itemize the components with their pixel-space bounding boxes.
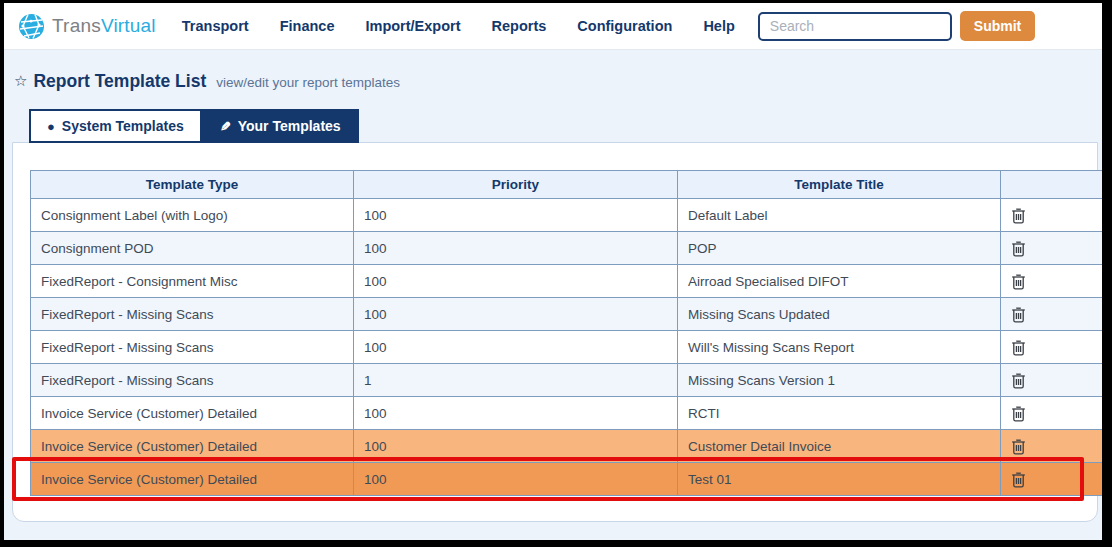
- table-row[interactable]: FixedReport - Missing Scans100Will's Mis…: [31, 331, 1103, 364]
- page-title: Report Template List: [33, 71, 206, 92]
- delete-template-button[interactable]: [1011, 273, 1026, 290]
- brand-logo[interactable]: TransVirtual: [18, 13, 156, 40]
- nav-item-reports[interactable]: Reports: [492, 18, 547, 34]
- top-navbar: TransVirtual Transport Finance Import/Ex…: [4, 3, 1102, 50]
- trash-icon: [1011, 306, 1026, 323]
- column-header-template-title: Template Title: [678, 171, 1001, 199]
- app-window: TransVirtual Transport Finance Import/Ex…: [0, 0, 1112, 547]
- search-input[interactable]: [758, 12, 952, 41]
- cell-delete: [1001, 397, 1103, 430]
- cell-template-title: POP: [678, 232, 1001, 265]
- table-body: Consignment Label (with Logo)100Default …: [31, 199, 1103, 496]
- table-row[interactable]: Consignment POD100POP: [31, 232, 1103, 265]
- table-row[interactable]: Consignment Label (with Logo)100Default …: [31, 199, 1103, 232]
- cell-template-type: Invoice Service (Customer) Detailed: [31, 430, 354, 463]
- delete-template-button[interactable]: [1011, 405, 1026, 422]
- cell-priority: 100: [354, 199, 678, 232]
- column-header-actions: [1001, 171, 1103, 199]
- cell-template-title: RCTI: [678, 397, 1001, 430]
- delete-template-button[interactable]: [1011, 438, 1026, 455]
- brand-name: TransVirtual: [52, 15, 156, 37]
- trash-icon: [1011, 471, 1026, 488]
- cell-template-type: Invoice Service (Customer) Detailed: [31, 463, 354, 496]
- templates-table: Template Type Priority Template Title Co…: [30, 170, 1103, 496]
- cell-template-title: Customer Detail Invoice: [678, 430, 1001, 463]
- cell-template-title: Airroad Specialised DIFOT: [678, 265, 1001, 298]
- cell-template-type: Consignment Label (with Logo): [31, 199, 354, 232]
- cell-template-type: Consignment POD: [31, 232, 354, 265]
- cell-template-title: Missing Scans Updated: [678, 298, 1001, 331]
- table-row[interactable]: Invoice Service (Customer) Detailed100RC…: [31, 397, 1103, 430]
- cell-priority: 1: [354, 364, 678, 397]
- cell-delete: [1001, 232, 1103, 265]
- tab-your-templates[interactable]: ✎ Your Templates: [202, 109, 359, 143]
- table-row[interactable]: FixedReport - Missing Scans1Missing Scan…: [31, 364, 1103, 397]
- cell-priority: 100: [354, 331, 678, 364]
- column-header-priority: Priority: [354, 171, 678, 199]
- cell-delete: [1001, 265, 1103, 298]
- cell-priority: 100: [354, 265, 678, 298]
- cell-template-type: FixedReport - Consignment Misc: [31, 265, 354, 298]
- trash-icon: [1011, 405, 1026, 422]
- cell-template-title: Test 01: [678, 463, 1001, 496]
- template-tabs: ● System Templates ✎ Your Templates: [29, 109, 1102, 143]
- cell-priority: 100: [354, 232, 678, 265]
- cell-delete: [1001, 199, 1103, 232]
- table-row[interactable]: Invoice Service (Customer) Detailed100Te…: [31, 463, 1103, 496]
- delete-template-button[interactable]: [1011, 207, 1026, 224]
- cell-template-title: Missing Scans Version 1: [678, 364, 1001, 397]
- trash-icon: [1011, 372, 1026, 389]
- delete-template-button[interactable]: [1011, 339, 1026, 356]
- templates-table-wrap: Template Type Priority Template Title Co…: [30, 170, 1080, 496]
- cell-delete: [1001, 430, 1103, 463]
- nav-item-configuration[interactable]: Configuration: [577, 18, 672, 34]
- cell-delete: [1001, 364, 1103, 397]
- cell-priority: 100: [354, 397, 678, 430]
- cell-template-type: FixedReport - Missing Scans: [31, 364, 354, 397]
- cell-priority: 100: [354, 298, 678, 331]
- cell-template-type: FixedReport - Missing Scans: [31, 331, 354, 364]
- nav-item-help[interactable]: Help: [703, 18, 734, 34]
- templates-card: Template Type Priority Template Title Co…: [12, 142, 1098, 522]
- delete-template-button[interactable]: [1011, 240, 1026, 257]
- table-row[interactable]: FixedReport - Missing Scans100Missing Sc…: [31, 298, 1103, 331]
- cell-template-title: Default Label: [678, 199, 1001, 232]
- tab-label: Your Templates: [238, 118, 341, 134]
- delete-template-button[interactable]: [1011, 471, 1026, 488]
- tab-label: System Templates: [62, 118, 184, 134]
- cell-template-title: Will's Missing Scans Report: [678, 331, 1001, 364]
- table-header-row: Template Type Priority Template Title: [31, 171, 1103, 199]
- cell-delete: [1001, 298, 1103, 331]
- cell-priority: 100: [354, 430, 678, 463]
- globe-icon: [18, 13, 45, 40]
- circle-icon: ●: [47, 120, 55, 133]
- main-nav: Transport Finance Import/Export Reports …: [182, 18, 735, 34]
- page-heading: ☆ Report Template List view/edit your re…: [4, 50, 1102, 92]
- tab-system-templates[interactable]: ● System Templates: [29, 109, 202, 143]
- page-subtitle: view/edit your report templates: [216, 75, 400, 90]
- pencil-icon: ✎: [220, 120, 231, 133]
- search-area: Submit: [758, 11, 1035, 41]
- trash-icon: [1011, 438, 1026, 455]
- cell-template-type: FixedReport - Missing Scans: [31, 298, 354, 331]
- trash-icon: [1011, 240, 1026, 257]
- nav-item-import-export[interactable]: Import/Export: [365, 18, 460, 34]
- trash-icon: [1011, 339, 1026, 356]
- submit-button[interactable]: Submit: [960, 11, 1035, 41]
- table-row[interactable]: Invoice Service (Customer) Detailed100Cu…: [31, 430, 1103, 463]
- delete-template-button[interactable]: [1011, 372, 1026, 389]
- cell-delete: [1001, 331, 1103, 364]
- cell-priority: 100: [354, 463, 678, 496]
- nav-item-transport[interactable]: Transport: [182, 18, 249, 34]
- cell-delete: [1001, 463, 1103, 496]
- delete-template-button[interactable]: [1011, 306, 1026, 323]
- column-header-template-type: Template Type: [31, 171, 354, 199]
- table-row[interactable]: FixedReport - Consignment Misc100Airroad…: [31, 265, 1103, 298]
- trash-icon: [1011, 273, 1026, 290]
- trash-icon: [1011, 207, 1026, 224]
- cell-template-type: Invoice Service (Customer) Detailed: [31, 397, 354, 430]
- favorite-star-icon[interactable]: ☆: [14, 72, 27, 90]
- nav-item-finance[interactable]: Finance: [280, 18, 335, 34]
